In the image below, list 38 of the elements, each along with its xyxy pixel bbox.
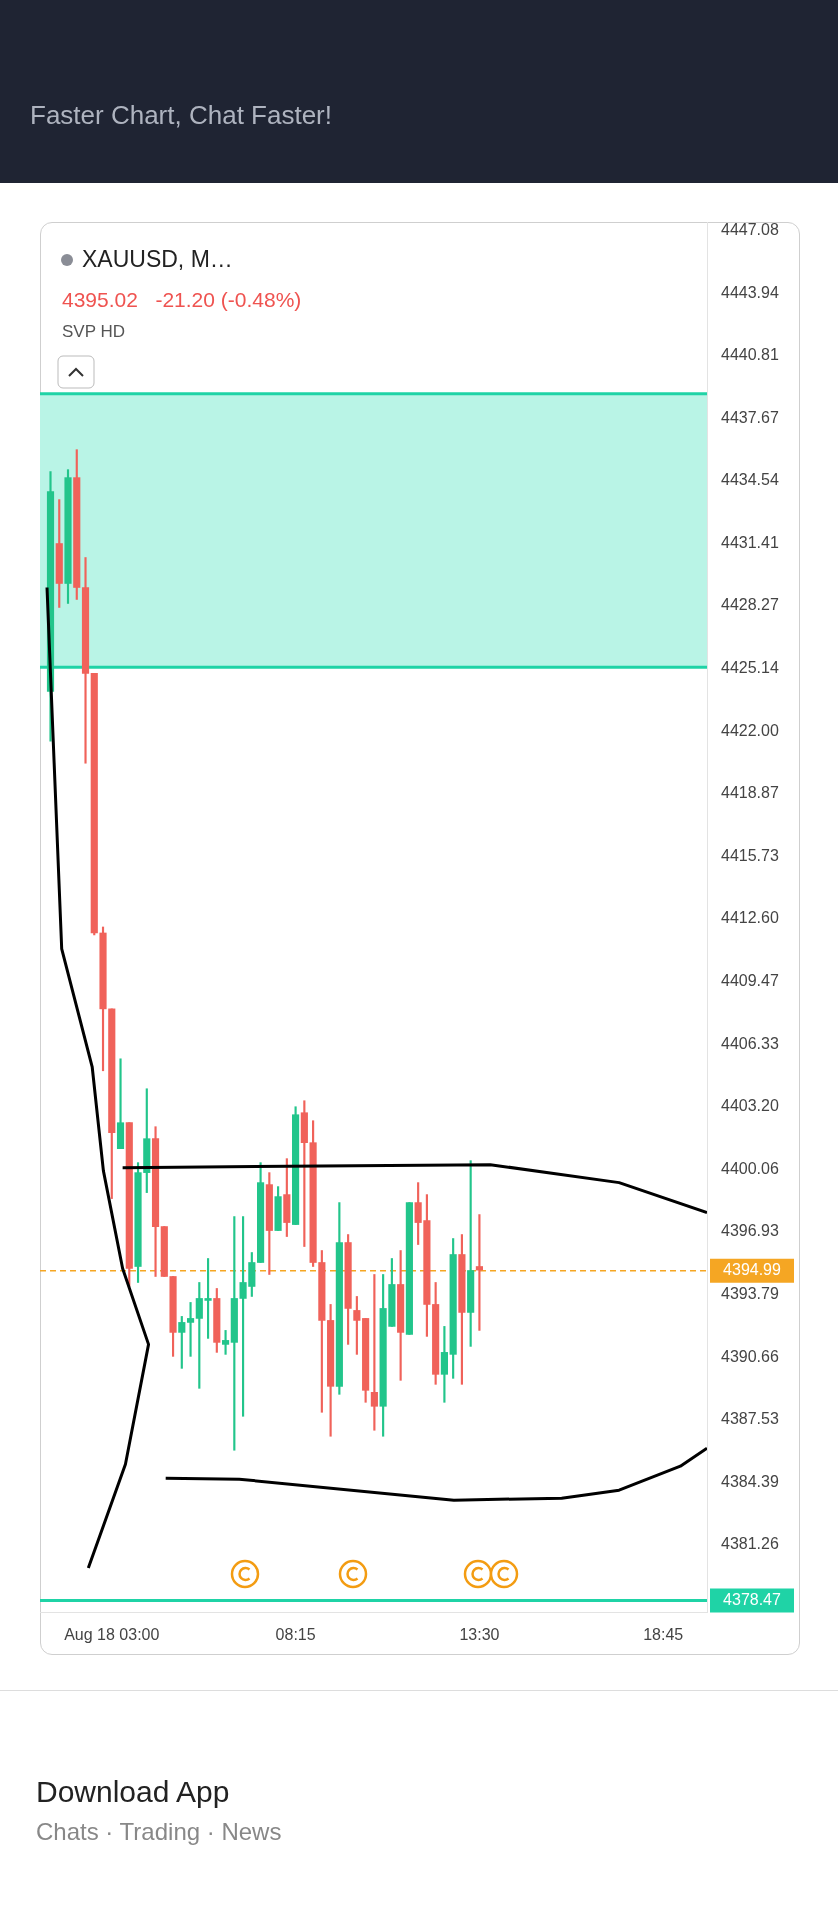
y-tick-label: 4403.20 <box>721 1097 779 1115</box>
text: 4395.02 -21.20 (-0.48%) <box>62 288 302 312</box>
x-tick-label: 18:45 <box>643 1626 684 1644</box>
y-tick-label: 4443.94 <box>721 283 779 301</box>
y-tick-label: 4393.79 <box>721 1285 779 1303</box>
annotation: SVP HD <box>62 322 125 342</box>
y-tick-label: 4409.47 <box>721 971 779 989</box>
y-tick-label: 4425.14 <box>721 658 779 676</box>
y-tick-label: 4412.60 <box>721 909 779 927</box>
y-tick-label: 4390.66 <box>721 1347 779 1365</box>
text: XAUUSD, M… <box>82 246 233 273</box>
y-tick-label: 4440.81 <box>721 346 779 364</box>
y-tick-label: 4418.87 <box>721 784 779 802</box>
y-tick-label: 4437.67 <box>721 408 779 426</box>
text: Download App <box>36 1775 230 1809</box>
candlestick <box>116 1058 125 1149</box>
y-tick-label: 4400.06 <box>721 1159 779 1177</box>
y-tick-label: 4422.00 <box>721 721 779 739</box>
text: Chats · Trading · News <box>36 1818 282 1846</box>
y-tick-label: 4434.54 <box>721 471 779 489</box>
candlestick <box>475 1214 483 1331</box>
y-tick-label: 4406.33 <box>721 1034 779 1052</box>
ref-line-label: 4394.99 <box>723 1261 782 1279</box>
y-tick-label: 4396.93 <box>721 1222 779 1240</box>
x-tick-label: Aug 18 03:00 <box>64 1626 160 1644</box>
y-tick-label: 4381.26 <box>721 1535 779 1553</box>
x-tick-label: 08:15 <box>275 1626 316 1644</box>
ref-line-label: 4378.47 <box>723 1591 782 1609</box>
y-tick-label: 4447.08 <box>721 220 779 238</box>
y-tick-label: 4428.27 <box>721 596 779 614</box>
candlestick <box>186 1302 195 1357</box>
y-tick-label: 4384.39 <box>721 1472 779 1490</box>
y-tick-label: 4387.53 <box>721 1410 779 1428</box>
text: Faster Chart, Chat Faster! <box>30 100 332 131</box>
candlestick <box>221 1330 230 1355</box>
y-tick-label: 4415.73 <box>721 846 779 864</box>
x-tick-label: 13:30 <box>459 1626 500 1644</box>
y-tick-label: 4431.41 <box>721 533 779 551</box>
